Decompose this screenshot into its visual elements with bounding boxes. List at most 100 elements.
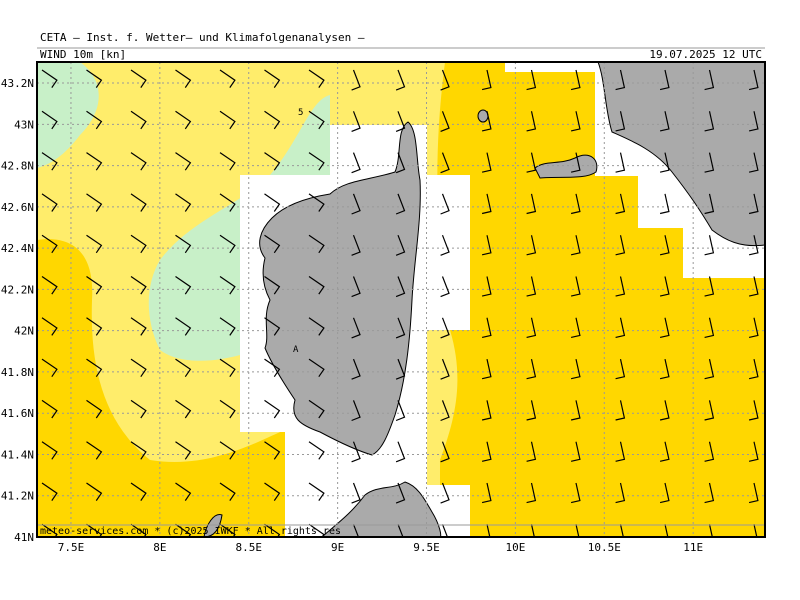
wind-barb: [130, 234, 147, 254]
wind-barb: [219, 234, 236, 254]
wind-barb: [41, 399, 58, 419]
wind-barb: [86, 69, 103, 88]
wind-barb: [704, 400, 715, 421]
wind-barb: [395, 317, 406, 339]
wind-barb: [481, 235, 492, 256]
wind-barb: [264, 523, 281, 537]
wind-barb: [659, 482, 670, 504]
wind-barb: [659, 441, 670, 462]
wind-barb: [41, 193, 58, 212]
wind-barb: [130, 193, 147, 212]
wind-barb: [308, 152, 325, 171]
y-tick-label: 41.6N: [1, 407, 34, 420]
wind-barb: [41, 523, 58, 537]
wind-barb: [86, 110, 103, 130]
wind-barb: [748, 235, 759, 256]
map-area: 5 A: [37, 62, 765, 537]
wind-barb: [264, 399, 281, 419]
wind-barb: [441, 524, 449, 537]
y-tick-label: 41.4N: [1, 448, 34, 461]
wind-barb: [395, 111, 406, 132]
wind-barb: [41, 110, 58, 130]
wind-barb: [308, 110, 325, 130]
island: [534, 154, 598, 179]
wind-barb: [175, 69, 192, 88]
wind-barb: [308, 441, 325, 460]
wind-barb: [704, 69, 715, 91]
wind-barb: [659, 276, 670, 297]
wind-barb: [440, 317, 450, 339]
wind-barb: [175, 358, 192, 378]
wind-barb: [264, 110, 281, 130]
wind-barb: [308, 276, 325, 295]
wind-barb: [86, 317, 103, 336]
wind-barb: [175, 234, 192, 254]
y-tick-label: 42.6N: [1, 201, 34, 214]
wind-barb: [481, 111, 492, 132]
wind-barb: [570, 111, 581, 132]
wind-barb: [395, 234, 406, 256]
wind-barb: [704, 482, 715, 504]
wind-barb: [659, 193, 670, 215]
wind-barb: [219, 317, 236, 336]
x-tick-label: 10.5E: [588, 541, 621, 554]
wind-barb: [175, 523, 192, 537]
wind-barb: [615, 111, 626, 132]
x-tick-label: 11E: [683, 541, 703, 554]
wind-barb: [440, 69, 450, 91]
wind-barb: [175, 110, 192, 130]
wind-barb: [264, 234, 281, 254]
wind-barb: [481, 276, 492, 297]
wind-barb: [219, 276, 236, 295]
sardinia: [321, 481, 442, 537]
wind-barb: [659, 69, 670, 91]
map-annotation: A: [293, 345, 299, 355]
wind-barb: [440, 234, 450, 256]
wind-barb: [130, 152, 147, 171]
wind-barb: [570, 317, 581, 338]
wind-barb: [615, 69, 626, 91]
wind-barb: [481, 358, 492, 380]
wind-barb: [526, 152, 537, 173]
wind-barb: [219, 358, 236, 378]
x-tick-label: 9E: [331, 541, 344, 554]
islet: [203, 514, 223, 537]
y-tick-label: 41N: [14, 531, 34, 544]
wind-barb: [748, 358, 759, 380]
wind-barb: [481, 317, 492, 338]
wind-barb: [175, 399, 192, 419]
wind-barb: [130, 482, 147, 501]
wind-barb: [570, 69, 581, 91]
wind-barb: [308, 399, 325, 419]
wind-barb: [41, 358, 58, 378]
wind-barb: [175, 317, 192, 336]
wind-barb: [130, 358, 147, 378]
wind-barb: [219, 69, 236, 88]
wind-barb: [481, 152, 492, 173]
wind-barb: [570, 235, 581, 256]
wind-barb: [526, 441, 537, 462]
x-tick-label: 10E: [505, 541, 525, 554]
wind-barb: [395, 152, 406, 174]
product-label: WIND 10m [kn]: [40, 48, 126, 61]
wind-barb: [351, 152, 361, 174]
valid-time: 19.07.2025 12 UTC: [649, 48, 762, 61]
wind-barb: [748, 152, 759, 173]
wind-barb: [708, 524, 713, 537]
wind-barb: [41, 234, 58, 254]
wind-barb: [481, 69, 492, 91]
wind-barb: [395, 400, 406, 422]
wind-barb: [351, 317, 361, 339]
wind-barb: [41, 276, 58, 295]
wind-barb: [86, 358, 103, 378]
wind-barb: [440, 193, 450, 215]
wind-barb: [219, 523, 236, 537]
wind-barb: [219, 482, 236, 501]
wind-barb: [570, 276, 581, 297]
wind-barb: [86, 399, 103, 419]
wind-barb: [526, 276, 537, 297]
wind-barb: [264, 482, 281, 501]
wind-barb: [619, 524, 624, 537]
wind-barb: [130, 69, 147, 88]
wind-barb: [175, 441, 192, 460]
